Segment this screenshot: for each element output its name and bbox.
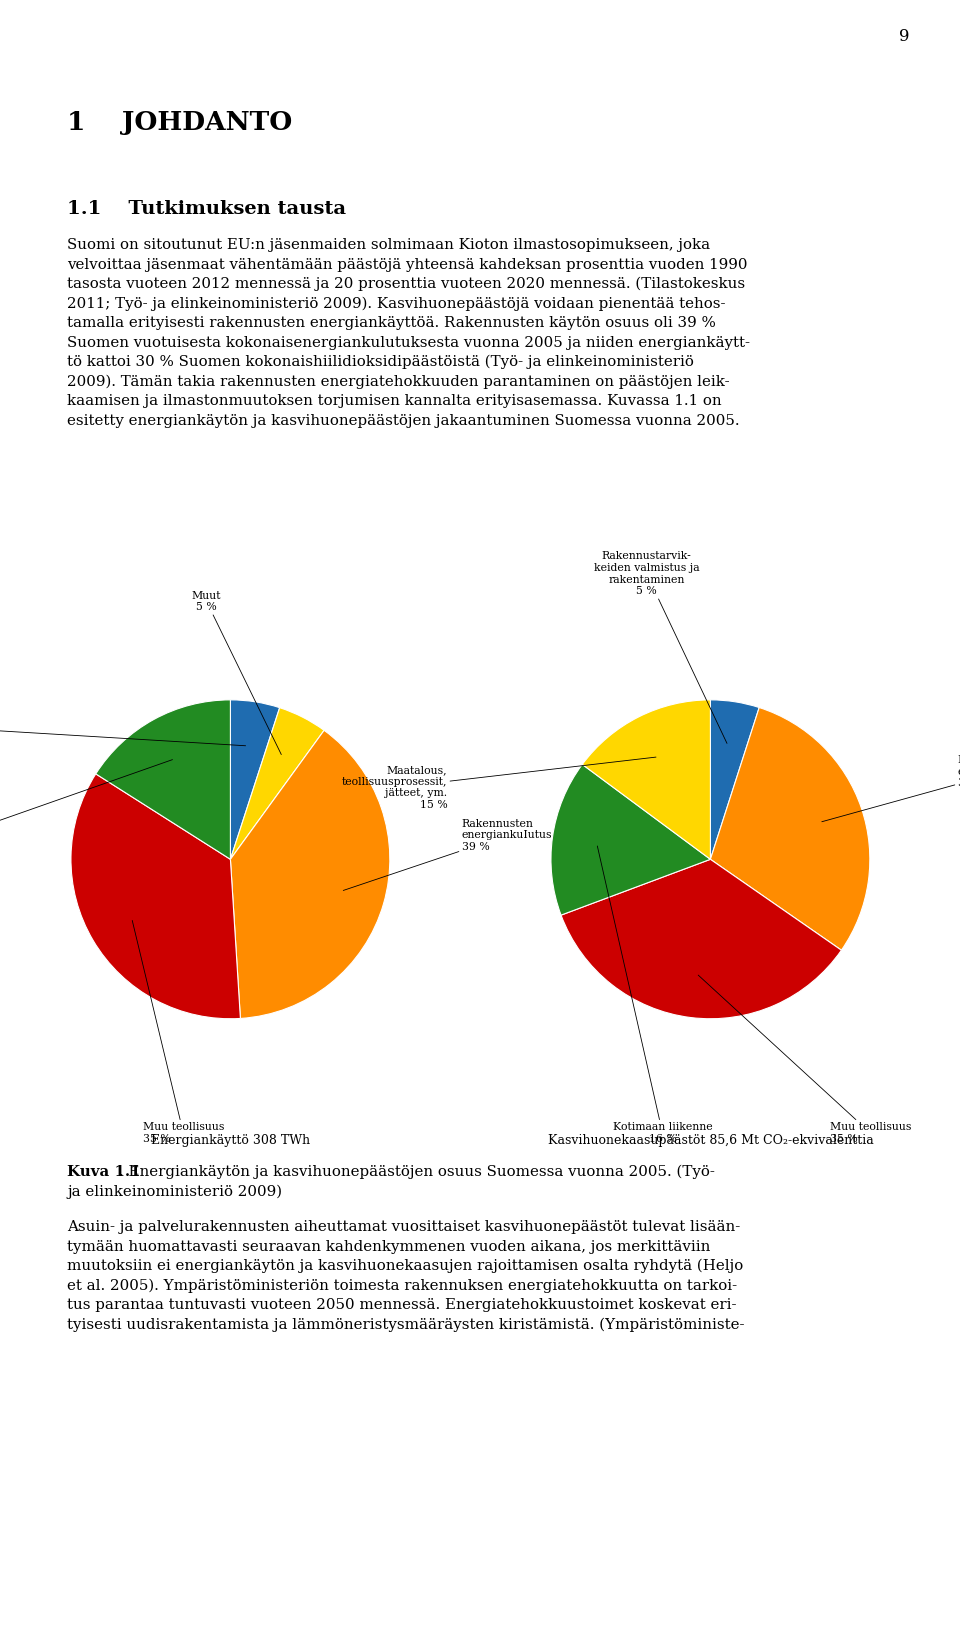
Text: Muut
5 %: Muut 5 % bbox=[192, 591, 281, 755]
Text: Rakennusten
energiankuIutus
39 %: Rakennusten energiankuIutus 39 % bbox=[344, 818, 552, 890]
Text: Muu teollisuus
35 %: Muu teollisuus 35 % bbox=[132, 921, 224, 1144]
Text: Suomi on sitoutunut EU:n jäsenmaiden solmimaan Kioton ilmastosopimukseen, joka: Suomi on sitoutunut EU:n jäsenmaiden sol… bbox=[67, 238, 710, 252]
Wedge shape bbox=[561, 859, 841, 1019]
Text: esitetty energiankäytön ja kasvihuonepäästöjen jakaantuminen Suomessa vuonna 200: esitetty energiankäytön ja kasvihuonepää… bbox=[67, 413, 739, 428]
Text: tasosta vuoteen 2012 mennessä ja 20 prosenttia vuoteen 2020 mennessä. (Tilastoke: tasosta vuoteen 2012 mennessä ja 20 pros… bbox=[67, 277, 745, 291]
Wedge shape bbox=[230, 708, 324, 859]
Text: muutoksiin ei energiankäytön ja kasvihuonekaasujen rajoittamisen osalta ryhdytä : muutoksiin ei energiankäytön ja kasvihuo… bbox=[67, 1259, 743, 1274]
Text: 2011; Työ- ja elinkeinoministeriö 2009). Kasvihuonepäästöjä voidaan pienentää te: 2011; Työ- ja elinkeinoministeriö 2009).… bbox=[67, 296, 726, 311]
Wedge shape bbox=[230, 731, 390, 1019]
Text: Energiankäyttö 308 TWh: Energiankäyttö 308 TWh bbox=[151, 1134, 310, 1147]
Text: tyisesti uudisrakentamista ja lämmöneristysmääräysten kiristämistä. (Ympäristömi: tyisesti uudisrakentamista ja lämmöneris… bbox=[67, 1318, 745, 1333]
Text: Liikenne
16 %: Liikenne 16 % bbox=[0, 760, 173, 862]
Text: tamalla erityisesti rakennusten energiankäyttöä. Rakennusten käytön osuus oli 39: tamalla erityisesti rakennusten energian… bbox=[67, 316, 716, 330]
Text: Kasvihuonekaasupäästöt 85,6 Mt CO₂-ekvivalenttia: Kasvihuonekaasupäästöt 85,6 Mt CO₂-ekviv… bbox=[547, 1134, 874, 1147]
Text: et al. 2005). Ympäristöministeriön toimesta rakennuksen energiatehokkuutta on ta: et al. 2005). Ympäristöministeriön toime… bbox=[67, 1279, 737, 1293]
Text: Rakennustarvik-
keiden valmistus ja
rakentaminen
5 %: Rakennustarvik- keiden valmistus ja rake… bbox=[594, 552, 727, 744]
Text: Suomen vuotuisesta kokonaisenergiankulutuksesta vuonna 2005 ja niiden energiankä: Suomen vuotuisesta kokonaisenergiankulut… bbox=[67, 335, 750, 350]
Text: velvoittaa jäsenmaat vähentämään päästöjä yhteensä kahdeksan prosenttia vuoden 1: velvoittaa jäsenmaat vähentämään päästöj… bbox=[67, 257, 748, 272]
Wedge shape bbox=[710, 700, 759, 859]
Text: kaamisen ja ilmastonmuutoksen torjumisen kannalta erityisasemassa. Kuvassa 1.1 o: kaamisen ja ilmastonmuutoksen torjumisen… bbox=[67, 394, 722, 408]
Text: Rakennustarvik-
keiden valmistus ja
rakentamisen
energiankuIutus
5 %: Rakennustarvik- keiden valmistus ja rake… bbox=[0, 696, 246, 752]
Text: Kuva 1.1: Kuva 1.1 bbox=[67, 1165, 140, 1180]
Text: Rakennusten
energiankuIutus
30 %: Rakennusten energiankuIutus 30 % bbox=[822, 755, 960, 822]
Text: 2009). Tämän takia rakennusten energiatehokkuuden parantaminen on päästöjen leik: 2009). Tämän takia rakennusten energiate… bbox=[67, 374, 730, 389]
Text: Asuin- ja palvelurakennusten aiheuttamat vuosittaiset kasvihuonepäästöt tulevat : Asuin- ja palvelurakennusten aiheuttamat… bbox=[67, 1220, 740, 1233]
Text: 1.1    Tutkimuksen tausta: 1.1 Tutkimuksen tausta bbox=[67, 200, 347, 218]
Text: tymään huomattavasti seuraavan kahdenkymmenen vuoden aikana, jos merkittäviin: tymään huomattavasti seuraavan kahdenkym… bbox=[67, 1240, 710, 1253]
Text: 1    JOHDANTO: 1 JOHDANTO bbox=[67, 111, 292, 135]
Text: Muu teollisuus
35 %: Muu teollisuus 35 % bbox=[698, 975, 911, 1144]
Text: tö kattoi 30 % Suomen kokonaishiilidioksidipäästöistä (Työ- ja elinkeinominister: tö kattoi 30 % Suomen kokonaishiilidioks… bbox=[67, 355, 694, 369]
Text: tus parantaa tuntuvasti vuoteen 2050 mennessä. Energiatehokkuustoimet koskevat e: tus parantaa tuntuvasti vuoteen 2050 men… bbox=[67, 1298, 736, 1311]
Wedge shape bbox=[71, 774, 240, 1019]
Wedge shape bbox=[583, 700, 710, 859]
Text: Kotimaan liikenne
16 %: Kotimaan liikenne 16 % bbox=[597, 846, 712, 1144]
Wedge shape bbox=[230, 700, 279, 859]
Wedge shape bbox=[551, 765, 710, 914]
Text: ja elinkeinoministeriö 2009): ja elinkeinoministeriö 2009) bbox=[67, 1184, 282, 1199]
Wedge shape bbox=[710, 708, 870, 950]
Text: . Energiankäytön ja kasvihuonepäästöjen osuus Suomessa vuonna 2005. (Työ-: . Energiankäytön ja kasvihuonepäästöjen … bbox=[119, 1165, 714, 1180]
Text: Maatalous,
teollisuusprosessit,
jätteet, ym.
15 %: Maatalous, teollisuusprosessit, jätteet,… bbox=[342, 757, 656, 810]
Wedge shape bbox=[96, 700, 230, 859]
Text: 9: 9 bbox=[900, 28, 910, 46]
